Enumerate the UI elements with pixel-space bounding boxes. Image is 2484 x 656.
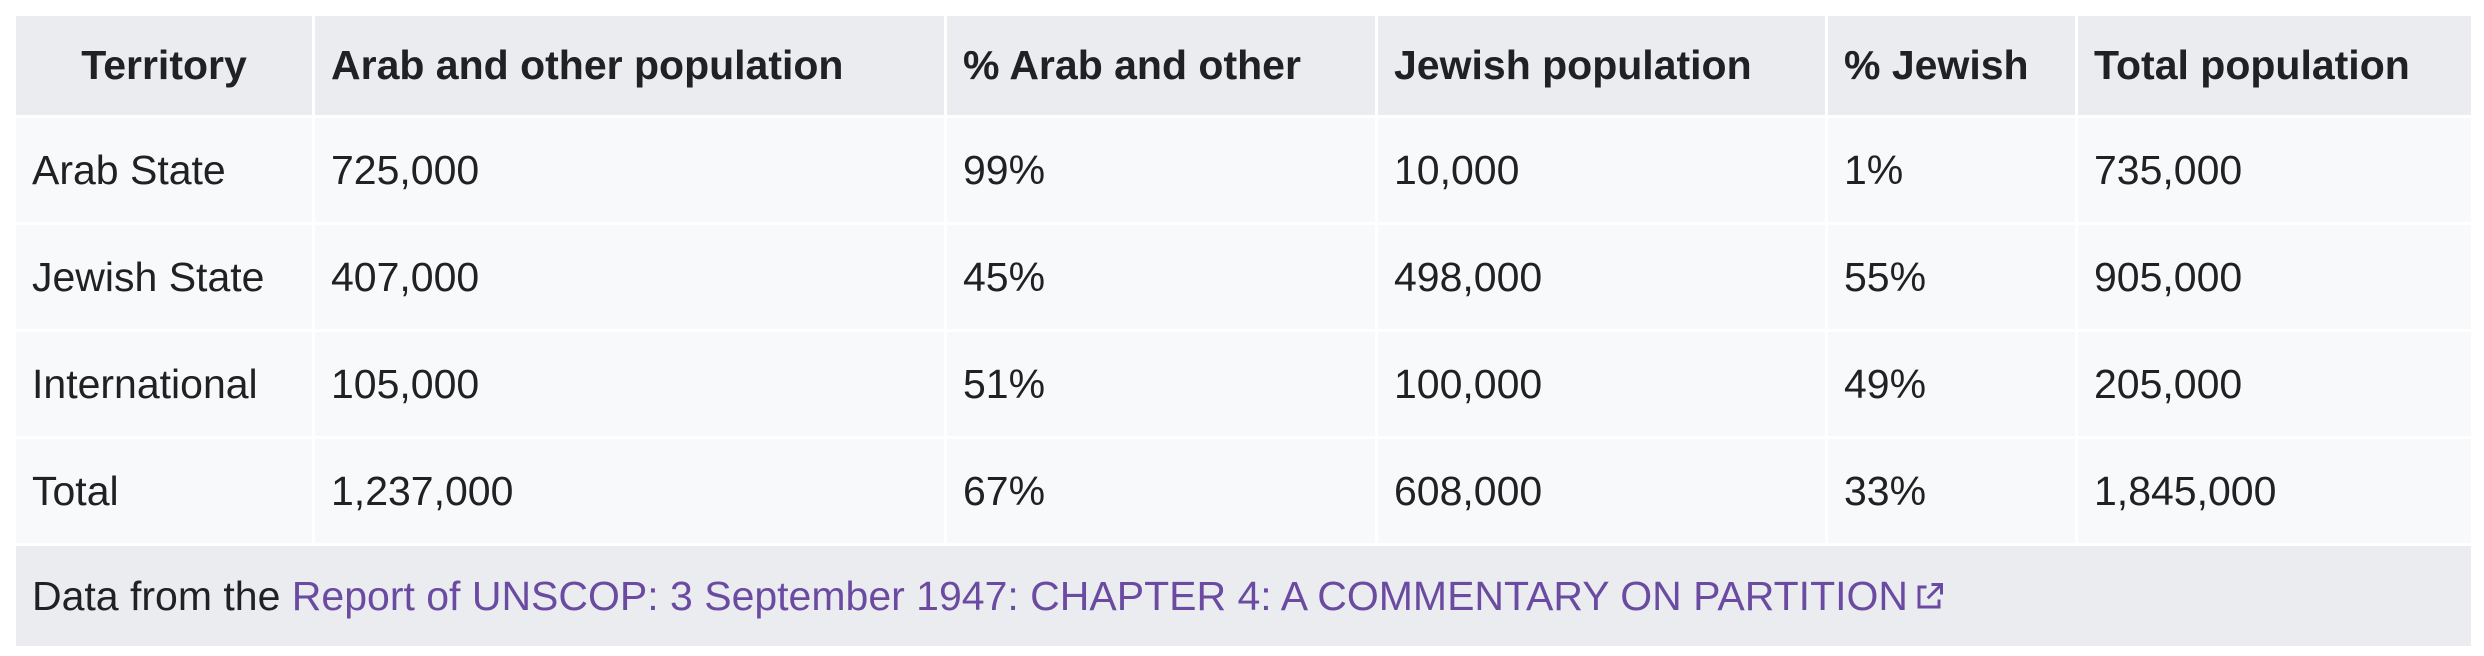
table-cell: 905,000 (2075, 222, 2474, 332)
table-cell: 51% (944, 329, 1378, 439)
table-cell: Total (13, 436, 315, 546)
table-cell: 1,237,000 (312, 436, 947, 546)
table-cell: 105,000 (312, 329, 947, 439)
table-cell: 99% (944, 115, 1378, 225)
footer-row: Data from the Report of UNSCOP: 3 Septem… (13, 543, 2474, 649)
table-cell: 49% (1825, 329, 2078, 439)
table-cell: 45% (944, 222, 1378, 332)
external-link-icon (1917, 582, 1944, 608)
table-cell: International (13, 329, 315, 439)
table-cell: 100,000 (1375, 329, 1828, 439)
table-cell: 205,000 (2075, 329, 2474, 439)
table-cell: Jewish State (13, 222, 315, 332)
header-cell: % Arab and other (944, 13, 1378, 118)
table-cell: Arab State (13, 115, 315, 225)
population-table: Territory Arab and other population% Arab… (13, 13, 2474, 649)
table-cell: 407,000 (312, 222, 947, 332)
footer-cell: Data from the Report of UNSCOP: 3 Septem… (13, 543, 2474, 649)
table-row: Jewish State 407,000 45% 498,000 55% 905,000 (13, 222, 2474, 332)
table-cell: 735,000 (2075, 115, 2474, 225)
table-cell: 1,845,000 (2075, 436, 2474, 546)
table-row: International 105,000 51% 100,000 49% 205,000 (13, 329, 2474, 439)
header-row: Territory Arab and other population% Arab… (13, 13, 2474, 118)
table-cell: 67% (944, 436, 1378, 546)
table-cell: 10,000 (1375, 115, 1828, 225)
table-cell: 725,000 (312, 115, 947, 225)
table-cell: 608,000 (1375, 436, 1828, 546)
header-cell: Jewish population (1375, 13, 1828, 118)
header-cell: Territory (13, 13, 315, 118)
table-row: Total 1,237,000 67% 608,000 33% 1,845,000 (13, 436, 2474, 546)
footer-text: Data from the (32, 572, 281, 619)
header-cell: Total population (2075, 13, 2474, 118)
header-cell: Arab and other population (312, 13, 947, 118)
source-link[interactable]: Report of UNSCOP: 3 September 1947: CHAP… (291, 572, 1909, 619)
table-cell: 33% (1825, 436, 2078, 546)
table-cell: 498,000 (1375, 222, 1828, 332)
header-cell: % Jewish (1825, 13, 2078, 118)
table-row: Arab State 725,000 99% 10,000 1% 735,000 (13, 115, 2474, 225)
table-body: Arab State 725,000 99% 10,000 1% 735,000 Jewis… (13, 115, 2474, 546)
table-cell: 1% (1825, 115, 2078, 225)
table-cell: 55% (1825, 222, 2078, 332)
